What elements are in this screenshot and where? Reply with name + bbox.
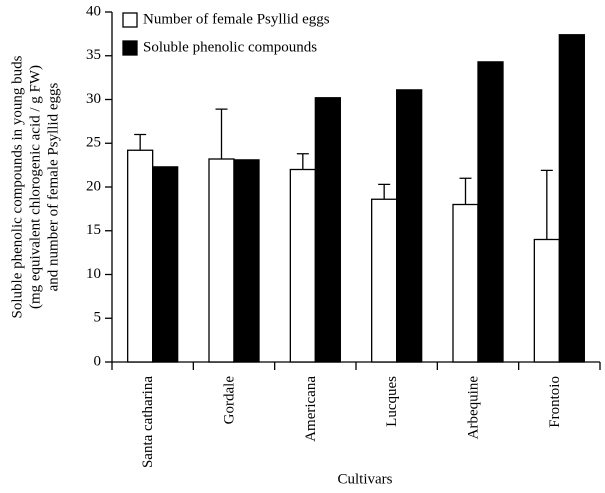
bar [233, 159, 260, 363]
bar [452, 203, 479, 363]
y-tick-label: 20 [86, 178, 101, 194]
y-tick-label: 30 [86, 91, 101, 107]
bar [396, 89, 423, 363]
y-tick-label: 0 [94, 353, 102, 369]
bar [127, 149, 154, 363]
x-axis-label: Cultivars [338, 471, 393, 487]
bar [208, 158, 235, 363]
bar [371, 198, 398, 363]
x-tick-label: Arbequine [465, 376, 481, 440]
x-tick-label: Frontoio [547, 376, 563, 428]
bar [314, 97, 341, 363]
y-tick-label: 15 [86, 222, 101, 238]
y-tick-label: 5 [94, 310, 102, 326]
legend-swatch [122, 12, 138, 28]
x-tick-label: Americana [303, 376, 319, 442]
y-tick-label: 25 [86, 135, 101, 151]
y-tick-label: 40 [86, 3, 101, 19]
bar [289, 168, 316, 363]
error-bar [378, 183, 391, 200]
y-axis-label: and number of female Psyllid eggs [45, 82, 61, 291]
legend-label: Soluble phenolic compounds [143, 39, 317, 55]
error-bar [134, 133, 147, 151]
bar [477, 61, 504, 363]
error-bar [215, 108, 228, 159]
error-bar [540, 169, 553, 240]
legend-swatch [122, 40, 138, 56]
y-tick-label: 35 [86, 47, 101, 63]
x-tick-label: Gordale [221, 376, 237, 425]
x-tick-label: Lucques [384, 376, 400, 427]
y-tick-label: 10 [86, 266, 101, 282]
x-tick-label: Santa catharina [140, 376, 156, 468]
bar [558, 34, 585, 363]
error-bar [296, 153, 309, 170]
legend-label: Number of female Psyllid eggs [143, 11, 330, 27]
bar [533, 238, 560, 363]
bar [152, 166, 179, 363]
y-axis-label: Soluble phenolic compounds in young buds [9, 55, 25, 318]
error-bar [459, 177, 472, 205]
y-axis-label: (mg equivalent chlorogenic acid / g FW) [27, 65, 43, 309]
